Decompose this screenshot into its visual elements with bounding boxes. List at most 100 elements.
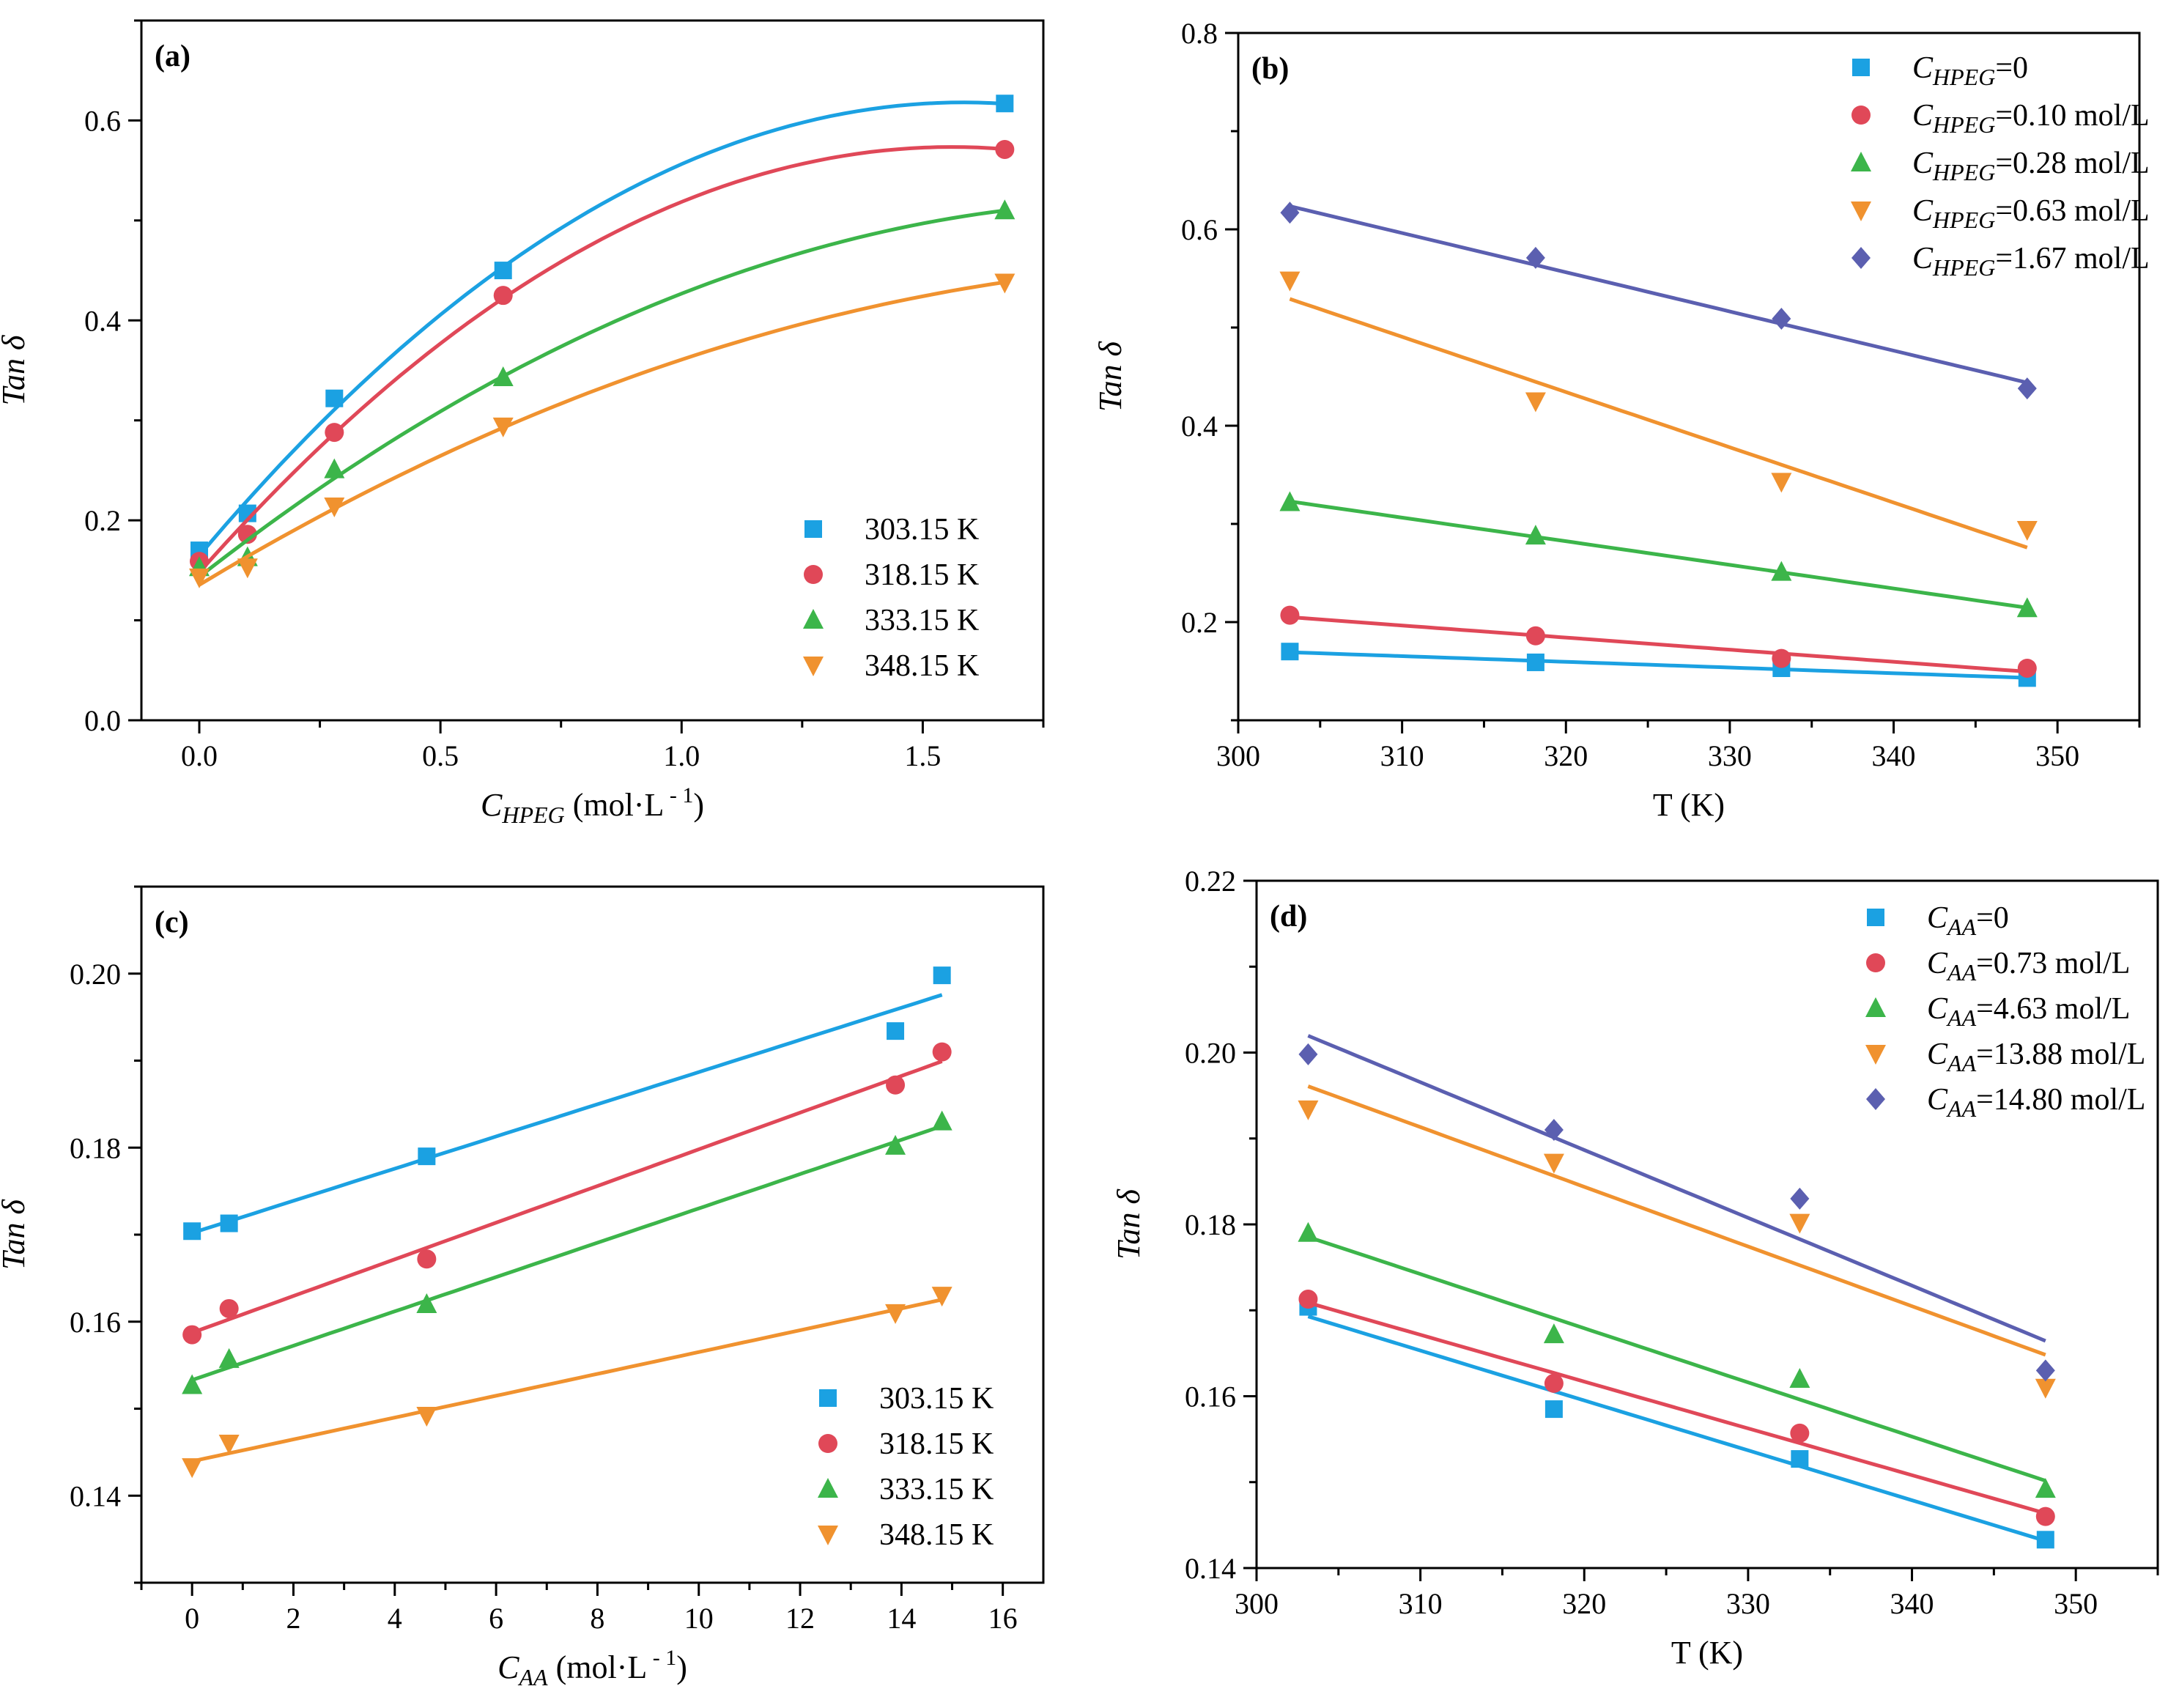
legend-entry: 303.15 K bbox=[879, 1382, 994, 1416]
y-tick-label: 0.22 bbox=[1185, 865, 1236, 898]
fit-line bbox=[1289, 297, 2028, 550]
y-tick-label: 0.16 bbox=[1185, 1380, 1236, 1413]
data-point bbox=[2017, 658, 2037, 678]
data-point bbox=[1543, 1323, 1564, 1344]
data-point bbox=[1525, 392, 1546, 413]
panel-c: 0 2 4 6 8 10 12 14 16 0.14 0.16 0.18 0.20 CAA (mol·L … bbox=[0, 885, 1045, 1690]
series-3 bbox=[182, 1110, 952, 1394]
data-point bbox=[1543, 1153, 1564, 1174]
data-point bbox=[994, 199, 1015, 220]
data-point bbox=[885, 1304, 906, 1324]
x-tick-label: 16 bbox=[988, 1602, 1018, 1635]
y-tick-label: 0.18 bbox=[70, 1131, 121, 1164]
y-tick-label: 0.4 bbox=[84, 304, 121, 337]
x-tick-label: 350 bbox=[2035, 739, 2079, 772]
legend-entry: CAA=13.88 mol/L bbox=[1927, 1038, 2145, 1076]
series-3 bbox=[1298, 1221, 2056, 1498]
legend-entry: 318.15 K bbox=[879, 1427, 994, 1461]
legend-entry: CAA=14.80 mol/L bbox=[1927, 1083, 2145, 1122]
data-point bbox=[1771, 561, 1792, 581]
x-tick-label: 330 bbox=[1708, 739, 1752, 772]
data-point bbox=[2017, 377, 2037, 400]
y-tick-label: 0.4 bbox=[1181, 410, 1218, 443]
data-point bbox=[188, 568, 210, 588]
legend: CHPEG=0 CHPEG=0.10 mol/L CHPEG=0.28 mol/L C… bbox=[1851, 51, 2150, 281]
x-tick-label: 310 bbox=[1380, 739, 1424, 772]
series-3 bbox=[1279, 491, 2038, 618]
data-point bbox=[416, 1407, 437, 1427]
x-tick-label: 12 bbox=[785, 1602, 815, 1635]
data-point bbox=[218, 1347, 240, 1368]
legend-entry: CAA=0.73 mol/L bbox=[1927, 947, 2130, 986]
legend-entry: CHPEG=0.28 mol/L bbox=[1912, 147, 2150, 185]
fit-line bbox=[198, 100, 1005, 557]
x-tick-label: 320 bbox=[1562, 1587, 1606, 1620]
legend-marker bbox=[1851, 152, 1871, 171]
panel-label: (b) bbox=[1251, 52, 1289, 86]
data-point bbox=[1772, 648, 1791, 668]
data-point bbox=[324, 498, 345, 518]
series-1 bbox=[190, 95, 1014, 560]
y-tick-label: 0.0 bbox=[84, 704, 121, 737]
x-tick-label: 340 bbox=[1872, 739, 1916, 772]
panel-label: (a) bbox=[155, 40, 190, 73]
series-5 bbox=[1280, 202, 2037, 400]
legend-entry: CHPEG=0.10 mol/L bbox=[1912, 99, 2150, 138]
x-tick-label: 4 bbox=[388, 1602, 402, 1635]
data-point bbox=[2035, 1359, 2055, 1382]
data-point bbox=[494, 262, 512, 280]
y-tick-label: 0.2 bbox=[1181, 606, 1218, 639]
y-axis-label: Tan δ bbox=[0, 334, 32, 405]
fit-line bbox=[1307, 1301, 2046, 1515]
data-point bbox=[493, 286, 513, 306]
fit-line bbox=[1307, 1315, 2046, 1543]
fit-line bbox=[1307, 1084, 2046, 1357]
data-point bbox=[182, 1458, 203, 1479]
x-tick-label: 310 bbox=[1399, 1587, 1443, 1620]
fit-line bbox=[1289, 204, 2028, 385]
y-tick-label: 0.6 bbox=[84, 104, 121, 137]
data-point bbox=[932, 1042, 952, 1062]
data-point bbox=[2036, 1531, 2054, 1549]
legend-marker bbox=[1866, 1088, 1885, 1110]
data-point bbox=[1298, 1290, 1318, 1309]
data-point bbox=[324, 458, 345, 478]
legend-marker bbox=[804, 520, 822, 538]
data-point bbox=[1298, 1043, 1318, 1065]
x-tick-label: 300 bbox=[1216, 739, 1260, 772]
data-point bbox=[325, 423, 344, 443]
data-point bbox=[1525, 525, 1546, 545]
data-point bbox=[492, 366, 514, 387]
legend-entry: CHPEG=1.67 mol/L bbox=[1912, 242, 2150, 281]
legend-entry: 318.15 K bbox=[865, 558, 979, 592]
y-tick-label: 0.20 bbox=[1185, 1037, 1236, 1070]
x-tick-label: 8 bbox=[590, 1602, 604, 1635]
x-tick-label: 14 bbox=[887, 1602, 916, 1635]
data-point bbox=[1789, 1213, 1810, 1234]
series-2 bbox=[182, 1042, 952, 1345]
legend-entry: CHPEG=0 bbox=[1912, 51, 2028, 90]
x-tick-label: 6 bbox=[489, 1602, 503, 1635]
legend-marker bbox=[818, 1434, 837, 1453]
fit-line bbox=[1307, 1235, 2046, 1483]
data-point bbox=[182, 1374, 203, 1394]
x-tick-label: 10 bbox=[684, 1602, 714, 1635]
x-tick-label: 0.0 bbox=[181, 739, 218, 772]
legend-entry: 303.15 K bbox=[865, 513, 979, 547]
legend-marker bbox=[1851, 247, 1871, 269]
data-point bbox=[1771, 473, 1792, 493]
legend: 303.15 K 318.15 K 333.15 K 348.15 K bbox=[803, 513, 979, 683]
data-point bbox=[220, 1214, 238, 1232]
data-point bbox=[1525, 626, 1545, 646]
panel-label: (c) bbox=[155, 906, 189, 939]
fit-line bbox=[191, 1060, 943, 1335]
data-point bbox=[1790, 1423, 1810, 1443]
legend-marker bbox=[803, 609, 824, 629]
data-point bbox=[183, 1222, 201, 1241]
data-point bbox=[237, 525, 257, 544]
legend-entry: CAA=4.63 mol/L bbox=[1927, 992, 2130, 1031]
y-tick-label: 0.2 bbox=[84, 504, 121, 537]
series-4 bbox=[1298, 1084, 2056, 1399]
x-tick-label: 330 bbox=[1726, 1587, 1770, 1620]
data-point bbox=[1281, 643, 1299, 661]
